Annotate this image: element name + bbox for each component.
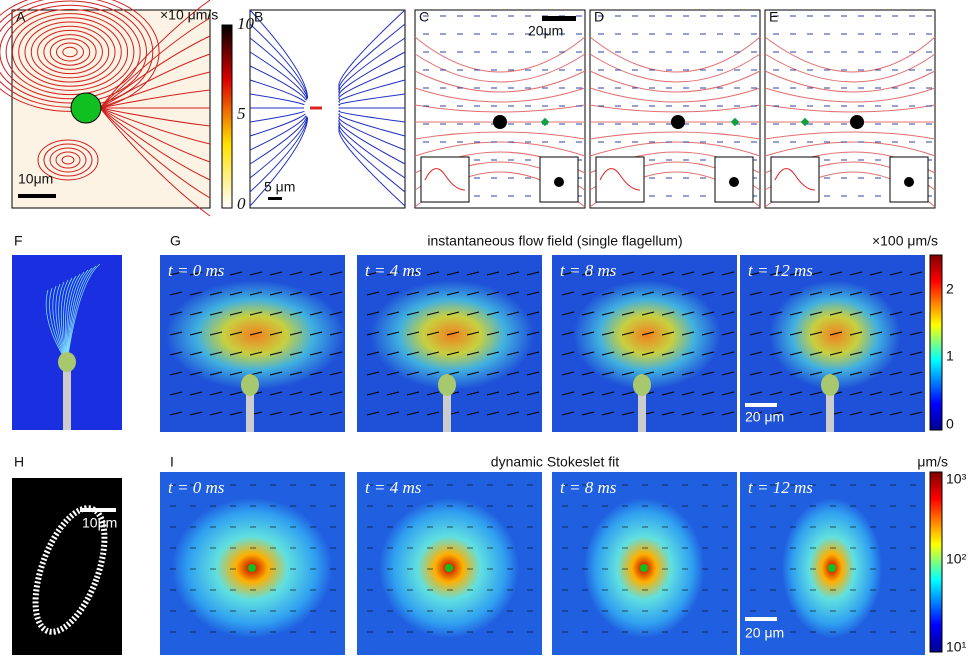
cell — [248, 564, 256, 572]
label: 20μm — [528, 23, 563, 39]
scale-bar — [745, 617, 777, 621]
cell — [71, 93, 101, 123]
label: t = 4 ms — [365, 261, 422, 280]
pipette — [638, 390, 646, 432]
label: E — [769, 9, 778, 25]
label: ×100 μm/s — [872, 233, 938, 249]
scale-bar — [18, 194, 56, 198]
label: 20 μm — [745, 409, 784, 425]
cell — [850, 115, 864, 129]
label: I — [170, 454, 174, 470]
label: 10μm — [18, 171, 53, 187]
inset — [771, 157, 819, 202]
label: C — [419, 9, 429, 25]
label: 10 — [237, 14, 255, 33]
label: instantaneous flow field (single flagell… — [427, 233, 682, 249]
label: t = 12 ms — [748, 478, 813, 497]
label: 10³ — [946, 471, 967, 487]
cell — [58, 352, 76, 372]
label: t = 0 ms — [168, 478, 225, 497]
decoration — [0, 0, 942, 655]
label: G — [170, 233, 181, 249]
label: A — [16, 9, 26, 25]
cell — [493, 115, 507, 129]
label: t = 8 ms — [560, 478, 617, 497]
label: F — [14, 233, 23, 249]
scale-bar — [745, 403, 777, 407]
label: t = 8 ms — [560, 261, 617, 280]
inset — [596, 157, 644, 202]
inset — [421, 157, 469, 202]
label: 10μm — [82, 515, 117, 531]
label: 10² — [946, 551, 967, 567]
pipette — [246, 390, 254, 432]
label: dynamic Stokeslet fit — [491, 454, 619, 470]
scale-bar — [268, 197, 282, 200]
label: 0 — [946, 416, 954, 432]
label: ×10 μm/s — [160, 7, 218, 23]
label: 5 — [237, 104, 246, 123]
scale-bar — [542, 16, 576, 21]
pipette — [63, 370, 71, 430]
cell — [821, 374, 839, 396]
figure: ABCDEFGHI×10 μm/s105010μm5 μm20μminstant… — [0, 0, 975, 661]
label: t = 4 ms — [365, 478, 422, 497]
cell — [241, 374, 259, 396]
cell — [729, 177, 739, 187]
cell — [438, 374, 456, 396]
label: t = 0 ms — [168, 261, 225, 280]
label: 1 — [946, 348, 954, 364]
cell — [445, 564, 453, 572]
cell — [904, 177, 914, 187]
pipette — [443, 390, 451, 432]
label: 0 — [237, 194, 246, 213]
label: H — [14, 454, 24, 470]
label: 5 μm — [264, 179, 295, 195]
label: t = 12 ms — [748, 261, 813, 280]
cell — [633, 374, 651, 396]
cell — [640, 564, 648, 572]
pipette — [826, 390, 834, 432]
scale-bar — [80, 508, 116, 512]
label: 10¹ — [946, 639, 967, 655]
cell — [671, 115, 685, 129]
label: 2 — [946, 281, 954, 297]
label: 20 μm — [745, 625, 784, 641]
cell — [828, 564, 836, 572]
label: B — [254, 9, 263, 25]
label: μm/s — [917, 454, 948, 470]
label: D — [594, 9, 604, 25]
cell — [554, 177, 564, 187]
